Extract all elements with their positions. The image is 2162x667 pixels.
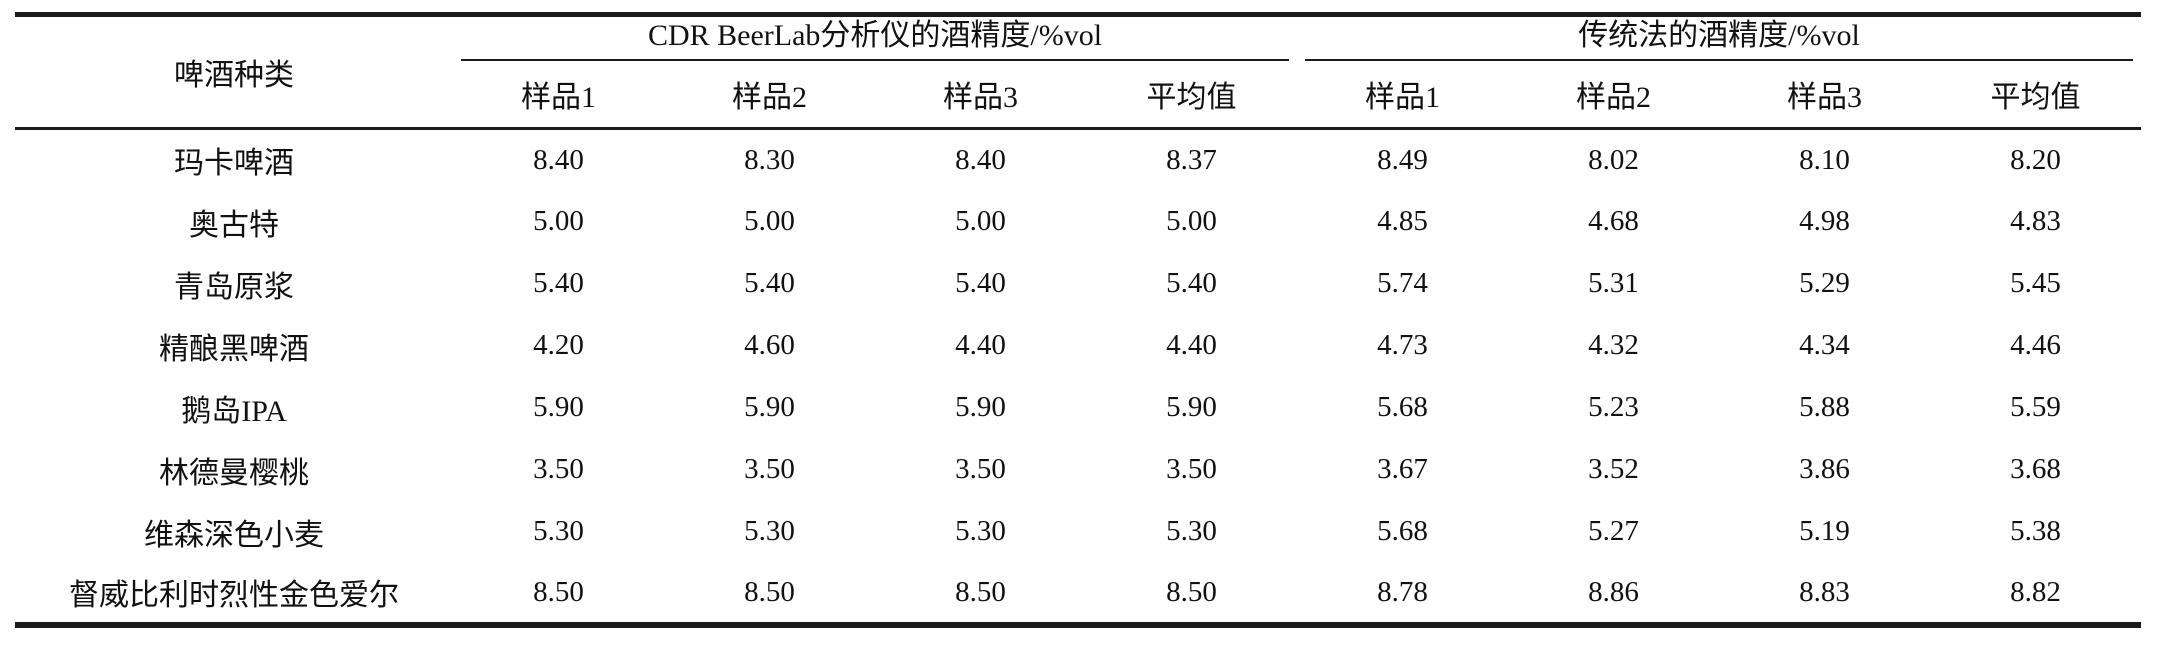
subheader-trad-sample2: 样品2 (1508, 60, 1719, 130)
trad-sample3-cell: 4.98 (1799, 205, 1850, 237)
cdr-sample1-cell: 8.50 (533, 575, 584, 608)
subheader-trad-sample3: 样品3 (1719, 60, 1930, 130)
trad-sample1-cell: 5.68 (1377, 515, 1428, 547)
trad-sample1-cell: 5.74 (1377, 267, 1428, 299)
trad-sample3-cell: 3.86 (1799, 453, 1850, 485)
trad-sample3-cell: 8.83 (1799, 575, 1850, 608)
cdr-sample1-cell: 5.00 (533, 205, 584, 237)
cdr-sample2-cell: 5.00 (744, 205, 795, 237)
trad-sample2-cell: 5.23 (1588, 391, 1639, 423)
cdr-sample3-cell: 5.00 (955, 205, 1006, 237)
table-row: 精酿黑啤酒 4.20 4.60 4.40 4.40 4.73 4.32 4.34… (15, 315, 2141, 377)
cdr-sample3-cell: 5.30 (955, 515, 1006, 547)
trad-sample1-cell: 5.68 (1377, 391, 1428, 423)
cdr-sample2-cell: 5.40 (744, 267, 795, 299)
beer-name-cell: 青岛原浆 (174, 270, 294, 304)
trad-sample3-cell: 5.19 (1799, 515, 1850, 547)
table-row: 奥古特 5.00 5.00 5.00 5.00 4.85 4.68 4.98 4… (15, 191, 2141, 253)
trad-mean-cell: 8.20 (2010, 143, 2061, 176)
cdr-sample3-cell: 4.40 (955, 329, 1006, 361)
cdr-sample1-cell: 5.30 (533, 515, 584, 547)
group-label-cdr-beerlab: CDR BeerLab分析仪的酒精度/%vol (461, 17, 1289, 61)
trad-sample2-cell: 3.52 (1588, 453, 1639, 485)
table-row: 维森深色小麦 5.30 5.30 5.30 5.30 5.68 5.27 5.1… (15, 501, 2141, 563)
trad-sample3-cell: 5.29 (1799, 267, 1850, 299)
beer-name-cell: 维森深色小麦 (144, 518, 324, 552)
beer-name-cell: 精酿黑啤酒 (159, 332, 309, 366)
subheader-cdr-sample3: 样品3 (875, 60, 1086, 130)
cdr-sample3-cell: 5.40 (955, 267, 1006, 299)
cdr-sample1-cell: 5.90 (533, 391, 584, 423)
cdr-mean-cell: 5.40 (1166, 267, 1217, 299)
trad-sample1-cell: 4.73 (1377, 329, 1428, 361)
cdr-mean-cell: 5.00 (1166, 205, 1217, 237)
cdr-sample2-cell: 4.60 (744, 329, 795, 361)
cdr-sample1-cell: 4.20 (533, 329, 584, 361)
trad-sample1-cell: 8.78 (1377, 575, 1428, 608)
trad-sample3-cell: 5.88 (1799, 391, 1850, 423)
trad-sample2-cell: 5.27 (1588, 515, 1639, 547)
subheader-cdr-mean: 平均值 (1086, 60, 1297, 130)
group-label-traditional: 传统法的酒精度/%vol (1305, 17, 2134, 61)
cdr-sample2-cell: 5.90 (744, 391, 795, 423)
cdr-sample3-cell: 8.50 (955, 575, 1006, 608)
trad-sample1-cell: 8.49 (1377, 143, 1428, 176)
cdr-sample3-cell: 8.40 (955, 143, 1006, 176)
group-header-row: 啤酒种类 CDR BeerLab分析仪的酒精度/%vol 传统法的酒精度/%vo… (15, 14, 2141, 130)
beer-name-cell: 玛卡啤酒 (174, 147, 294, 181)
subheader-trad-sample1: 样品1 (1297, 60, 1508, 130)
trad-mean-cell: 8.82 (2010, 575, 2061, 608)
cdr-sample2-cell: 3.50 (744, 453, 795, 485)
table-row: 督威比利时烈性金色爱尔 8.50 8.50 8.50 8.50 8.78 8.8… (15, 563, 2141, 625)
cdr-sample3-cell: 5.90 (955, 391, 1006, 423)
beer-alcohol-table: 啤酒种类 CDR BeerLab分析仪的酒精度/%vol 传统法的酒精度/%vo… (15, 12, 2142, 628)
trad-sample2-cell: 8.86 (1588, 575, 1639, 608)
subheader-cdr-sample1: 样品1 (453, 60, 664, 130)
trad-sample3-cell: 4.34 (1799, 329, 1850, 361)
trad-sample3-cell: 8.10 (1799, 143, 1850, 176)
trad-sample2-cell: 4.32 (1588, 329, 1639, 361)
beer-name-cell: 鹅岛IPA (181, 394, 287, 428)
beer-name-cell: 林德曼樱桃 (159, 456, 309, 490)
group-header-traditional: 传统法的酒精度/%vol (1297, 15, 2141, 61)
trad-sample1-cell: 4.85 (1377, 205, 1428, 237)
table-row: 鹅岛IPA 5.90 5.90 5.90 5.90 5.68 5.23 5.88… (15, 377, 2141, 439)
trad-sample1-cell: 3.67 (1377, 453, 1428, 485)
subheader-trad-mean: 平均值 (1930, 60, 2142, 130)
table-row: 玛卡啤酒 8.40 8.30 8.40 8.37 8.49 8.02 8.10 … (15, 129, 2141, 191)
cdr-sample2-cell: 8.50 (744, 575, 795, 608)
cdr-mean-cell: 8.50 (1166, 575, 1217, 608)
cdr-mean-cell: 3.50 (1166, 453, 1217, 485)
trad-mean-cell: 5.38 (2010, 515, 2061, 547)
cdr-sample1-cell: 3.50 (533, 453, 584, 485)
cdr-sample3-cell: 3.50 (955, 453, 1006, 485)
cdr-mean-cell: 5.30 (1166, 515, 1217, 547)
column-header-beer-type: 啤酒种类 (15, 14, 453, 130)
cdr-sample2-cell: 5.30 (744, 515, 795, 547)
cdr-mean-cell: 8.37 (1166, 143, 1217, 176)
table-row: 青岛原浆 5.40 5.40 5.40 5.40 5.74 5.31 5.29 … (15, 253, 2141, 315)
trad-mean-cell: 5.45 (2010, 267, 2061, 299)
subheader-cdr-sample2: 样品2 (664, 60, 875, 130)
cdr-sample1-cell: 5.40 (533, 267, 584, 299)
beer-name-cell: 督威比利时烈性金色爱尔 (69, 579, 399, 612)
trad-sample2-cell: 5.31 (1588, 267, 1639, 299)
group-header-cdr-beerlab: CDR BeerLab分析仪的酒精度/%vol (453, 15, 1297, 61)
trad-sample2-cell: 4.68 (1588, 205, 1639, 237)
subheader-row: 样品1 样品2 样品3 平均值 样品1 样品2 样品3 平均值 (15, 60, 2142, 130)
trad-sample2-cell: 8.02 (1588, 143, 1639, 176)
beer-name-cell: 奥古特 (189, 208, 279, 242)
cdr-mean-cell: 4.40 (1166, 329, 1217, 361)
trad-mean-cell: 4.46 (2010, 329, 2061, 361)
cdr-sample1-cell: 8.40 (533, 143, 584, 176)
table-row: 林德曼樱桃 3.50 3.50 3.50 3.50 3.67 3.52 3.86… (15, 439, 2141, 501)
cdr-sample2-cell: 8.30 (744, 143, 795, 176)
trad-mean-cell: 4.83 (2010, 205, 2061, 237)
trad-mean-cell: 3.68 (2010, 453, 2061, 485)
trad-mean-cell: 5.59 (2010, 391, 2061, 423)
cdr-mean-cell: 5.90 (1166, 391, 1217, 423)
table-body: 玛卡啤酒 8.40 8.30 8.40 8.37 8.49 8.02 8.10 … (15, 129, 2141, 625)
